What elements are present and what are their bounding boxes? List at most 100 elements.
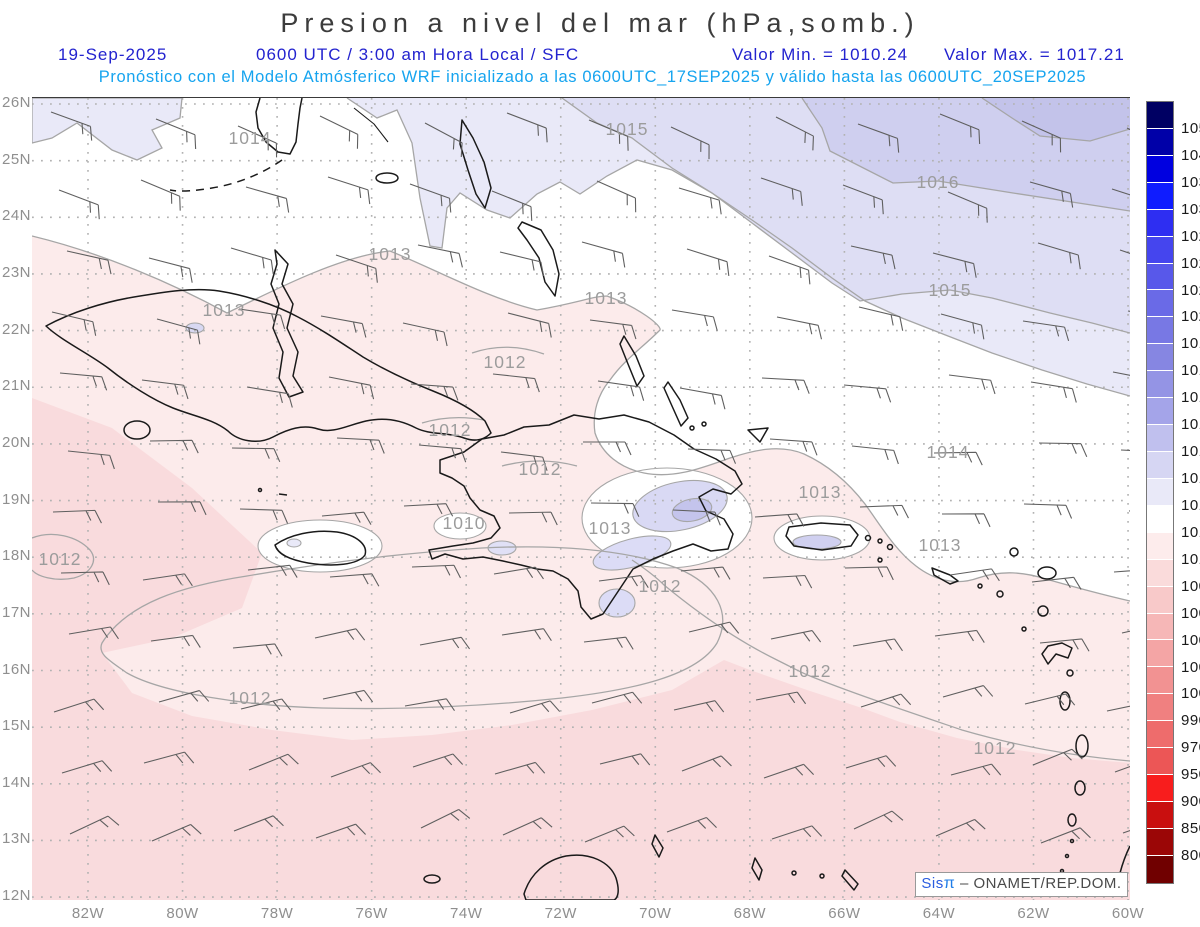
colorbar-tick: 1014	[1181, 470, 1200, 488]
colorbar-tick: 1019	[1181, 335, 1200, 353]
colorbar-cell	[1147, 586, 1173, 614]
lon-label: 82W	[71, 905, 105, 922]
lon-label: 72W	[544, 905, 577, 922]
colorbar-tick: 1016	[1181, 416, 1200, 434]
lon-label: 64W	[922, 905, 956, 922]
lat-label: 13N	[2, 830, 32, 848]
colorbar-tick: 990	[1181, 712, 1200, 730]
colorbar-cell	[1147, 182, 1173, 210]
contour-label: 1012	[39, 549, 82, 569]
lon-label: 68W	[733, 905, 767, 922]
attribution-badge: Sisπ – ONAMET/REP.DOM.	[915, 872, 1128, 897]
colorbar-cell	[1147, 775, 1173, 802]
lat-label: 18N	[2, 547, 32, 565]
colorbar-tick: 1018	[1181, 362, 1200, 380]
lat-label: 15N	[2, 717, 32, 735]
coastlines	[45, 98, 1130, 900]
contour-label: 1012	[429, 420, 472, 440]
colorbar-tick: 970	[1181, 739, 1200, 757]
contour-label: 1013	[369, 244, 412, 264]
colorbar-cell	[1147, 451, 1173, 479]
colorbar-cell	[1147, 721, 1173, 749]
colorbar-tick: 1050	[1181, 119, 1200, 137]
colorbar-tick: 800	[1181, 847, 1200, 865]
lon-label: 66W	[828, 905, 861, 922]
colorbar-tick: 1012	[1181, 523, 1200, 541]
colorbar-cell	[1147, 801, 1173, 829]
contour-label: 1013	[585, 288, 628, 308]
contour-label: 1013	[919, 535, 962, 555]
colorbar-tick: 1035	[1181, 173, 1200, 191]
colorbar-cell	[1147, 290, 1173, 318]
contour-label: 1014	[229, 128, 272, 148]
value-max-label: Valor Max. = 1017.21	[944, 45, 1125, 64]
colorbar-tick: 850	[1181, 820, 1200, 838]
colorbar-cell	[1147, 748, 1173, 776]
lon-label: 78W	[260, 905, 294, 922]
colorbar-tick: 1030	[1181, 200, 1200, 218]
run-date: 19-Sep-2025	[58, 45, 168, 64]
pressure-map-canvas: 1014 1015 1016 1015 1014 1013 1013 1013 1013 1013…	[32, 97, 1130, 900]
colorbar-cell	[1147, 613, 1173, 641]
wind-barbs	[50, 111, 1130, 844]
colorbar-cell	[1147, 855, 1173, 883]
contour-label: 1010	[443, 513, 486, 533]
colorbar-tick: 1028	[1181, 227, 1200, 245]
colorbar-cell	[1147, 128, 1173, 156]
contour-label: 1012	[484, 352, 527, 372]
attribution-sis: Sis	[921, 875, 944, 892]
colorbar-cell	[1147, 667, 1173, 695]
lat-label: 22N	[2, 320, 32, 338]
contour-label: 1015	[929, 280, 972, 300]
colorbar-tick: 1013	[1181, 496, 1200, 514]
lon-label: 60W	[1111, 905, 1145, 922]
colorbar-tick: 1015	[1181, 443, 1200, 461]
lon-label: 70W	[639, 905, 672, 922]
colorbar-cell	[1147, 155, 1173, 183]
lat-label: 16N	[2, 660, 32, 678]
contour-label: 1012	[519, 459, 562, 479]
page-title: Presion a nivel del mar (hPa,somb.)	[280, 8, 920, 38]
colorbar-cell	[1147, 371, 1173, 399]
lat-label: 19N	[2, 490, 32, 508]
colorbar-cell	[1147, 263, 1173, 291]
colorbar-cell	[1147, 209, 1173, 237]
lat-label: 25N	[2, 150, 32, 168]
colorbar-cell	[1147, 398, 1173, 426]
colorbar-cell	[1147, 317, 1173, 345]
colorbar-tick: 900	[1181, 793, 1200, 811]
isobar-contours	[32, 98, 1130, 762]
pressure-colorbar	[1146, 101, 1174, 884]
lat-label: 12N	[2, 887, 32, 905]
lat-label: 20N	[2, 433, 32, 451]
lat-label: 23N	[2, 263, 32, 281]
colorbar-tick: 1002	[1181, 658, 1200, 676]
colorbar-tick: 1040	[1181, 146, 1200, 164]
contour-label: 1015	[606, 119, 649, 139]
colorbar-cell	[1147, 505, 1173, 533]
colorbar-tick: 1022	[1181, 281, 1200, 299]
colorbar-cell	[1147, 559, 1173, 587]
contour-label: 1014	[927, 442, 970, 462]
lat-label: 17N	[2, 603, 32, 621]
colorbar-cell	[1147, 236, 1173, 264]
colorbar-tick: 1008	[1181, 577, 1200, 595]
contour-label: 1016	[917, 172, 960, 192]
colorbar-tick: 1017	[1181, 389, 1200, 407]
contour-label: 1012	[974, 738, 1017, 758]
contour-label: 1012	[639, 576, 682, 596]
pi-icon: π	[943, 875, 956, 892]
lat-label: 14N	[2, 773, 32, 791]
contour-label: 1013	[799, 482, 842, 502]
isobar-labels: 1014 1015 1016 1015 1014 1013 1013 1013 1013 1013…	[39, 119, 1017, 758]
colorbar-tick: 1004	[1181, 631, 1200, 649]
colorbar-cell	[1147, 532, 1173, 560]
lat-label: 26N	[2, 94, 32, 111]
colorbar-cell	[1147, 478, 1173, 506]
colorbar-tick: 1000	[1181, 685, 1200, 703]
contour-label: 1013	[589, 518, 632, 538]
attribution-org: – ONAMET/REP.DOM.	[955, 875, 1122, 892]
colorbar-tick: 950	[1181, 766, 1200, 784]
lon-label: 62W	[1017, 905, 1050, 922]
colorbar-tick: 1010	[1181, 550, 1200, 568]
